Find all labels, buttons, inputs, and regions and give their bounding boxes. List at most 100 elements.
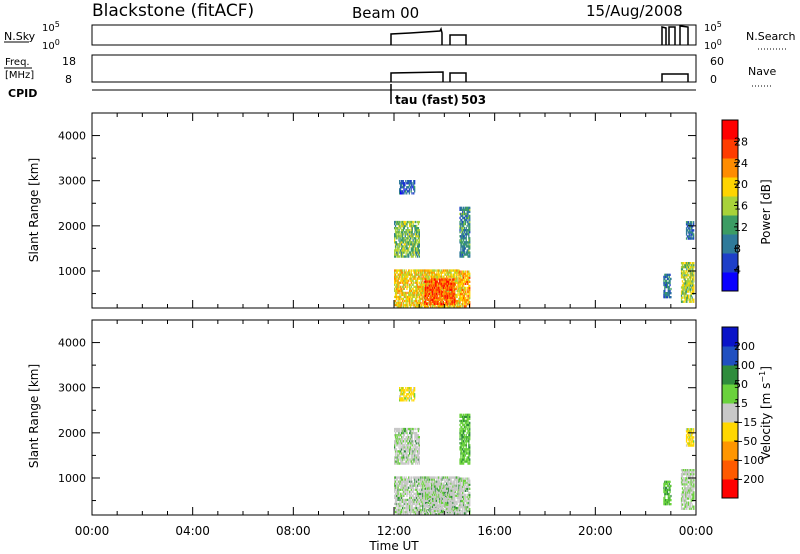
data-cell xyxy=(680,479,683,482)
data-cell xyxy=(401,448,403,451)
data-cell xyxy=(459,434,461,437)
data-cell xyxy=(421,303,423,307)
data-cell xyxy=(463,288,466,292)
data-cell xyxy=(420,476,422,479)
data-cell xyxy=(693,266,695,269)
data-cell xyxy=(411,291,413,295)
data-cell xyxy=(403,251,405,254)
data-cell xyxy=(668,279,670,283)
data-cell xyxy=(449,299,451,303)
data-cell xyxy=(394,303,396,307)
data-cell xyxy=(413,450,415,453)
data-cell xyxy=(424,271,427,274)
data-cell xyxy=(395,303,398,307)
data-cell xyxy=(669,484,671,488)
data-cell xyxy=(405,454,407,457)
data-cell xyxy=(413,186,415,189)
data-cell xyxy=(421,306,423,309)
data-cell xyxy=(394,480,397,483)
data-cell xyxy=(414,393,416,396)
data-cell xyxy=(409,239,411,242)
data-cell xyxy=(443,489,445,492)
data-cell xyxy=(404,438,406,441)
data-cell xyxy=(465,229,467,232)
data-cell xyxy=(460,458,462,461)
data-cell xyxy=(408,498,410,502)
data-cell xyxy=(427,279,429,282)
data-cell xyxy=(468,239,470,242)
data-cell xyxy=(420,281,422,284)
data-cell xyxy=(394,476,396,479)
data-cell xyxy=(398,442,400,445)
data-cell xyxy=(667,287,669,291)
data-cell xyxy=(406,456,408,459)
data-cell xyxy=(440,298,443,301)
data-cell xyxy=(460,241,462,244)
data-cell xyxy=(434,282,437,285)
power-x-ticks xyxy=(91,113,697,308)
data-cell xyxy=(687,272,689,275)
data-cell xyxy=(399,299,401,303)
data-cell xyxy=(426,503,429,506)
data-cell xyxy=(459,206,461,209)
data-cell xyxy=(409,229,411,232)
data-cell xyxy=(410,393,412,396)
data-cell xyxy=(465,434,467,437)
data-cell xyxy=(416,299,418,303)
data-cell xyxy=(455,480,457,483)
data-cell xyxy=(681,493,684,496)
data-cell xyxy=(684,292,686,295)
data-cell xyxy=(464,427,466,431)
data-cell xyxy=(394,427,396,431)
data-cell xyxy=(690,231,692,234)
data-cell xyxy=(417,442,420,445)
freq-tick-bottom: 8 xyxy=(65,73,72,86)
data-cell xyxy=(463,233,465,236)
data-cell xyxy=(663,499,665,502)
data-cell xyxy=(417,299,420,303)
data-cell xyxy=(422,271,424,274)
data-cell xyxy=(412,431,414,435)
data-cell xyxy=(457,281,459,284)
data-cell xyxy=(463,485,465,488)
data-cell xyxy=(403,450,405,453)
data-cell xyxy=(399,291,401,295)
data-cell xyxy=(409,243,411,246)
data-cell xyxy=(464,415,466,418)
data-cell xyxy=(683,264,685,267)
data-cell xyxy=(404,442,406,445)
data-cell xyxy=(406,399,408,402)
data-cell xyxy=(396,283,398,286)
data-cell xyxy=(397,496,399,499)
data-cell xyxy=(416,456,419,459)
data-cell xyxy=(438,495,440,498)
data-cell xyxy=(462,251,464,254)
data-cell xyxy=(468,477,470,480)
data-cell xyxy=(468,284,470,288)
data-cell xyxy=(397,253,399,256)
data-cell xyxy=(406,480,408,483)
data-cell xyxy=(466,487,468,490)
data-cell xyxy=(422,484,424,487)
data-cell xyxy=(420,498,422,502)
data-cell xyxy=(427,275,429,278)
data-cell xyxy=(688,233,690,236)
data-cell xyxy=(432,275,435,278)
data-cell xyxy=(401,397,403,400)
data-cell xyxy=(394,255,396,258)
data-cell xyxy=(414,245,416,248)
data-cell xyxy=(404,506,406,510)
data-cell xyxy=(428,292,430,295)
colorbar-swatch xyxy=(722,139,738,159)
data-cell xyxy=(466,231,468,234)
data-cell xyxy=(414,180,416,183)
data-cell xyxy=(416,436,419,439)
data-cell xyxy=(663,482,665,485)
data-cell xyxy=(467,485,469,488)
data-cell xyxy=(463,442,466,445)
data-cell xyxy=(401,182,403,185)
data-cell xyxy=(408,184,410,187)
data-cell xyxy=(403,498,405,502)
data-cell xyxy=(685,231,688,234)
data-cell xyxy=(401,269,404,272)
